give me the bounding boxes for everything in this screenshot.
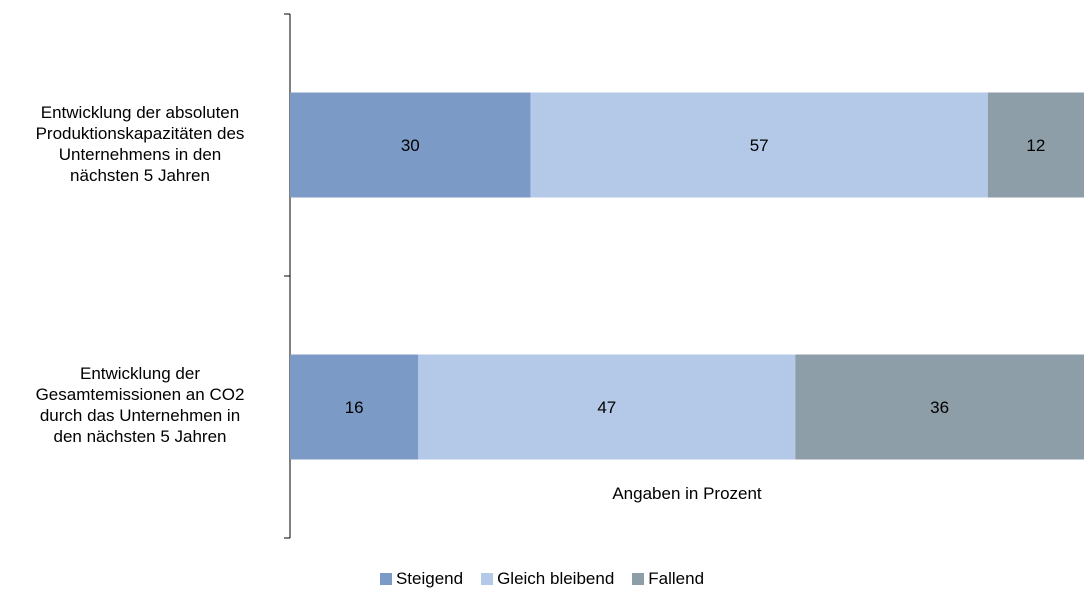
category-label-0-line-2: Unternehmens in den [58, 145, 222, 164]
data-label-gleich-bleibend-0: 57 [750, 136, 769, 155]
category-label-1-line-3: den nächsten 5 Jahren [53, 427, 227, 446]
data-label-steigend-1: 16 [345, 398, 364, 417]
legend-item-gleich-bleibend: Gleich bleibend [481, 569, 614, 589]
unit-note: Angaben in Prozent [612, 484, 762, 503]
legend-item-steigend: Steigend [379, 569, 464, 589]
legend-swatch-gleich-bleibend [481, 573, 494, 585]
legend-swatch-steigend [379, 573, 392, 585]
legend-label-fallend: Fallend [648, 569, 705, 588]
category-label-1-line-2: durch das Unternehmen in [39, 406, 241, 425]
data-label-steigend-0: 30 [401, 136, 420, 155]
legend-swatch-fallend [632, 573, 645, 585]
bar-gleich-bleibend-0 [530, 92, 988, 198]
legend-label-steigend: Steigend [395, 569, 464, 588]
category-label-1-line-1: Gesamtemissionen an CO2 [35, 385, 245, 404]
bar-steigend-0 [290, 92, 531, 198]
category-label-1-line-0: Entwicklung der [79, 364, 200, 383]
bar-fallend-1 [795, 354, 1084, 460]
data-label-fallend-0: 12 [1026, 136, 1045, 155]
category-label-0-line-1: Produktionskapazitäten des [35, 124, 245, 143]
category-label-0-line-3: nächsten 5 Jahren [70, 166, 210, 185]
category-label-1: Entwicklung der Gesamtemissionen an CO2 … [5, 363, 275, 447]
category-label-0-line-0: Entwicklung der absoluten [40, 103, 240, 122]
bar-steigend-1 [290, 354, 419, 460]
bar-gleich-bleibend-1 [418, 354, 796, 460]
legend-item-fallend: Fallend [632, 569, 704, 589]
legend-label-gleich-bleibend: Gleich bleibend [497, 569, 615, 588]
legend: Steigend Gleich bleibend Fallend [0, 569, 1084, 589]
data-label-gleich-bleibend-1: 47 [597, 398, 616, 417]
category-label-0: Entwicklung der absoluten Produktionskap… [5, 102, 275, 186]
bar-fallend-0 [987, 92, 1084, 198]
data-label-fallend-1: 36 [930, 398, 949, 417]
